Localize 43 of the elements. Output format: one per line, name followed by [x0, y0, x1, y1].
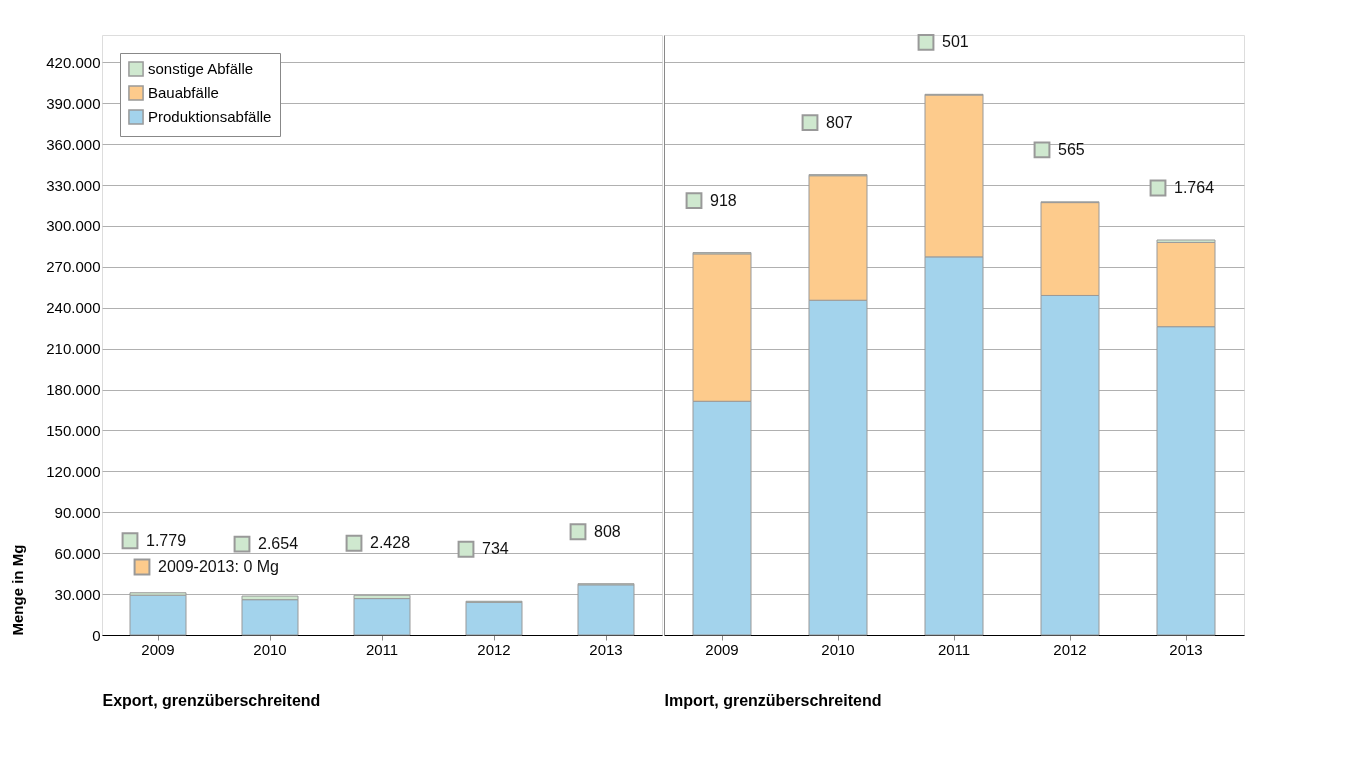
data-label: 808: [594, 522, 621, 540]
data-label: 918: [710, 191, 737, 209]
y-tick-label: 180.000: [46, 381, 101, 399]
y-tick-label: 420.000: [46, 53, 101, 71]
x-tick-label: 2013: [1169, 640, 1203, 658]
y-tick-label: 210.000: [46, 340, 101, 358]
x-axis-title: Import, grenzüberschreitend: [664, 691, 882, 709]
legend-label: Bauabfälle: [148, 84, 219, 101]
data-label: 807: [826, 113, 853, 131]
y-tick-label: 300.000: [46, 217, 101, 235]
bar: [465, 601, 523, 636]
x-tick-label: 2009: [141, 640, 175, 658]
x-tick-label: 2011: [365, 640, 399, 658]
x-tick-label: 2012: [477, 640, 511, 658]
annotation: 2009-2013: 0 Mg: [158, 558, 279, 575]
bar: [241, 599, 299, 636]
y-tick-label: 150.000: [46, 421, 101, 439]
bar: [129, 594, 187, 636]
data-label: 1.764: [1174, 179, 1215, 196]
y-tick-label: 390.000: [46, 94, 101, 112]
y-tick-label: 0: [92, 626, 101, 644]
x-tick-label: 2012: [1053, 640, 1087, 658]
data-label: 501: [942, 33, 969, 51]
legend-label: Produktionsabfälle: [148, 108, 272, 125]
legend-label: sonstige Abfälle: [148, 60, 254, 77]
x-axis-title: Export, grenzüberschreitend: [102, 691, 321, 709]
y-tick-label: 90.000: [54, 503, 101, 521]
x-tick-label: 2009: [705, 640, 739, 658]
x-tick-label: 2013: [589, 640, 623, 658]
y-tick-label: 30.000: [54, 585, 101, 603]
bar: [577, 584, 635, 636]
x-tick-label: 2010: [821, 640, 855, 658]
bar: [353, 598, 411, 636]
x-tick-label: 2010: [253, 640, 287, 658]
y-tick-label: 120.000: [46, 462, 101, 480]
y-tick-label: 60.000: [54, 544, 101, 562]
data-label: 565: [1058, 140, 1085, 158]
y-tick-label: 270.000: [46, 258, 101, 276]
y-axis-title: Menge in Mg: [9, 544, 27, 636]
y-tick-label: 360.000: [46, 135, 101, 153]
x-tick-label: 2011: [937, 640, 971, 658]
y-tick-label: 330.000: [46, 176, 101, 194]
y-tick-label: 240.000: [46, 299, 101, 317]
